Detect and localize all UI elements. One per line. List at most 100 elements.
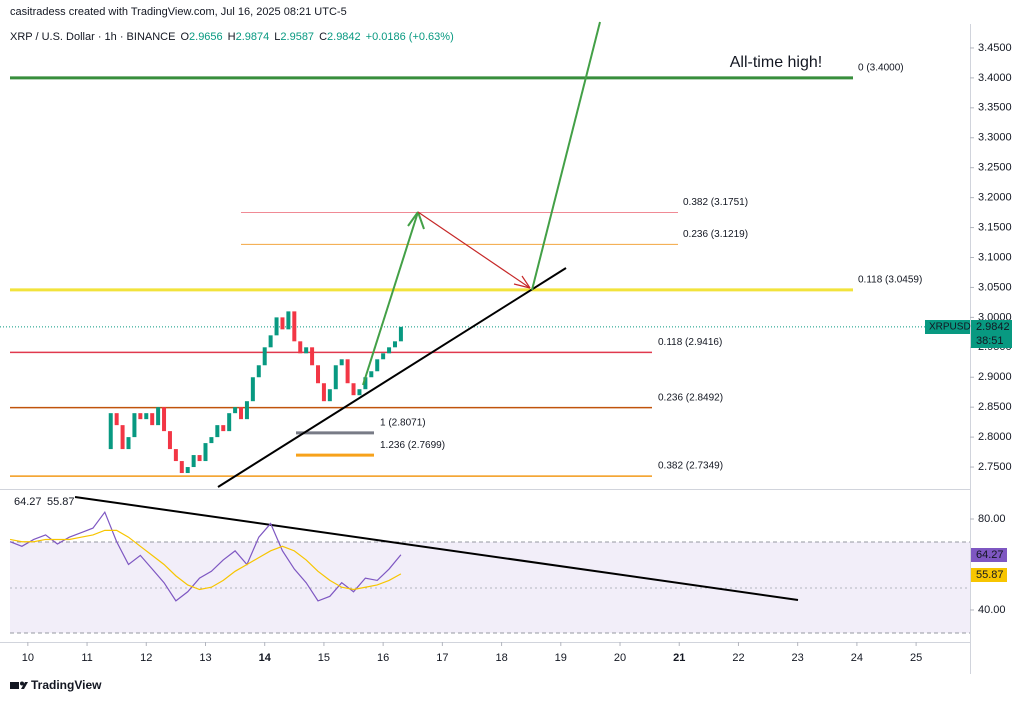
candle [191, 455, 196, 468]
candle [250, 377, 255, 402]
candle [256, 365, 261, 378]
x-tick-label: 25 [910, 652, 922, 664]
x-tick-label: 14 [259, 652, 272, 664]
logo [10, 681, 28, 689]
y-tick-label: 3.2500 [978, 162, 1012, 174]
candle [227, 413, 232, 432]
rsi-trendline [74, 496, 799, 601]
rsi-value-tag [971, 568, 1007, 582]
y-tick-label: 3.1000 [978, 251, 1012, 263]
y-tick-label: 2.7500 [978, 461, 1012, 473]
x-tick-label: 24 [851, 652, 863, 664]
candle [197, 455, 202, 462]
x-tick-label: 20 [614, 652, 626, 664]
candle [268, 335, 273, 348]
x-tick-label: 11 [81, 652, 92, 664]
rsi-line [9, 510, 402, 602]
candle [351, 383, 356, 396]
ohlc-value: 2.9842 [327, 31, 361, 43]
candle [215, 425, 220, 438]
y-tick-label: 3.3500 [978, 102, 1012, 114]
candle [363, 377, 368, 390]
y-tick-label: 2.8500 [978, 401, 1012, 413]
fib-label: 0.118 (2.9416) [658, 337, 722, 348]
y-tick-label: 40.00 [978, 604, 1006, 616]
price-tag-symbol: XRPUSD [929, 322, 971, 333]
annotation: All-time high! [730, 54, 822, 71]
candle [381, 353, 386, 360]
candle [179, 461, 184, 474]
candle [108, 413, 113, 450]
candle [387, 347, 392, 354]
candle [233, 407, 238, 414]
ohlc-value: 2.9587 [280, 31, 314, 43]
rsi-line [9, 529, 402, 591]
candle [209, 437, 214, 444]
arrow [531, 21, 601, 291]
symbol-legend: XRP / U.S. Dollar · 1h · BINANCE O2.9656 H… [10, 31, 454, 43]
ohlc-label: L [274, 31, 280, 43]
fib-label: 0.118 (3.0459) [858, 275, 922, 286]
price-tag-symbol-box [925, 320, 970, 334]
candle [132, 413, 137, 438]
y-tick-label: 80.00 [978, 513, 1006, 525]
candle [398, 326, 403, 342]
candle [327, 389, 332, 402]
candle [304, 347, 309, 354]
arrow-head [417, 211, 425, 230]
pane-separator [0, 489, 970, 490]
x-tick-label: 10 [22, 652, 34, 664]
x-tick-label: 18 [495, 652, 507, 664]
trendline [217, 267, 567, 488]
candle [138, 413, 143, 420]
y-tick-label: 3.4500 [978, 42, 1012, 54]
candle [114, 413, 119, 426]
candle [274, 317, 279, 336]
x-tick-label: 23 [792, 652, 804, 664]
candle [357, 389, 362, 396]
candle [221, 425, 226, 432]
arrow [417, 211, 531, 289]
arrow [362, 211, 419, 386]
price-tag-value: 2.9842 [976, 321, 1010, 333]
candle [392, 341, 397, 348]
y-tick-label: 3.0500 [978, 281, 1012, 293]
fib-label: 0 (3.4000) [858, 63, 904, 74]
x-tick-label: 13 [199, 652, 211, 664]
candle [321, 383, 326, 402]
candle [126, 437, 131, 450]
fib-label: 0.236 (3.1219) [683, 229, 748, 240]
price-tag-box [971, 320, 1012, 348]
candle [298, 341, 303, 354]
candle [167, 431, 172, 450]
candle [162, 407, 167, 432]
x-tick-label: 16 [377, 652, 389, 664]
y-tick-label: 3.1500 [978, 221, 1012, 233]
candle [144, 413, 149, 420]
fib-label: 0.236 (2.8492) [658, 392, 723, 403]
candles [108, 311, 403, 474]
candle [292, 311, 297, 342]
candle [244, 401, 249, 420]
candle [185, 467, 190, 474]
candle [369, 371, 374, 378]
candle [120, 425, 125, 450]
rsi-value-label: 55.87 [976, 569, 1004, 581]
candle [262, 347, 267, 366]
y-tick-label: 2.9000 [978, 371, 1012, 383]
change: +0.0186 (+0.63%) [366, 31, 454, 43]
candle [339, 359, 344, 366]
time-axis-border [0, 642, 970, 643]
ohlc-label: H [228, 31, 236, 43]
candle [239, 407, 244, 420]
x-tick-label: 12 [140, 652, 152, 664]
fib-label: 1.236 (2.7699) [380, 440, 445, 451]
y-tick-label: 2.8000 [978, 431, 1012, 443]
candle [173, 449, 178, 462]
candle [156, 407, 161, 426]
rsi-value-label: 64.27 [976, 549, 1004, 561]
y-tick-label: 3.3000 [978, 132, 1012, 144]
ohlc-label: C [319, 31, 327, 43]
y-tick-label: 3.4000 [978, 72, 1012, 84]
